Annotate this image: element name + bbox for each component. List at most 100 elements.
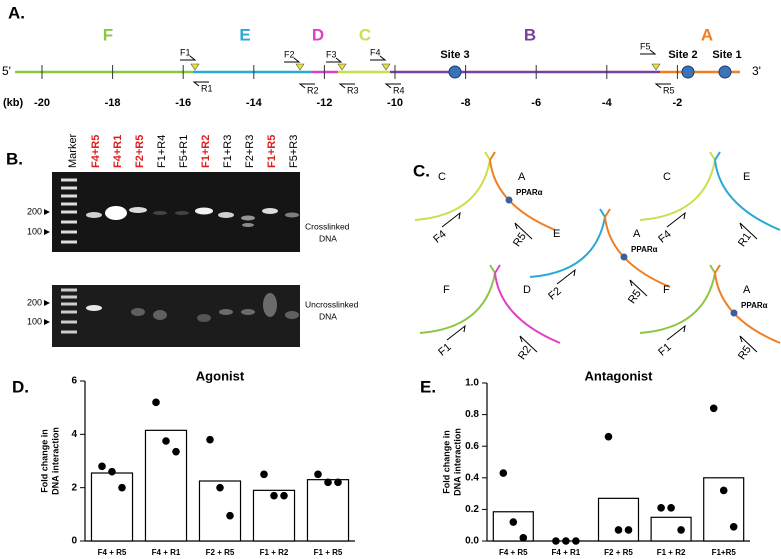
size-label: 100 [27,316,42,326]
size-arrow [44,300,50,306]
scale-label: -16 [175,97,191,109]
data-point [552,537,560,545]
region-label: A [743,284,751,296]
site-label: Site 2 [668,49,697,61]
data-point [499,469,508,477]
data-point [667,504,675,512]
ladder-band [61,288,77,292]
cut-triangle [651,63,661,71]
binding-site [681,65,695,79]
region-label: F [663,284,670,296]
cut-triangle [381,63,391,71]
data-point [677,526,685,534]
gel-label: Crosslinked [305,221,350,231]
primer-arrow [666,211,686,228]
gel-band [195,207,213,215]
data-point [108,467,116,476]
primer-arrow [519,335,538,353]
primer-label: R3 [347,85,359,95]
data-point [314,470,322,479]
gel-band [131,308,145,316]
y-tick-label: 4 [71,429,77,440]
panel-label: E. [420,377,436,396]
data-point [719,486,728,495]
region-label: D [523,284,531,296]
binding-site [505,196,513,204]
panel-label: C. [413,161,430,180]
data-point [280,491,288,500]
lane-label: F1+R5 [266,135,278,168]
gel-band [262,208,278,214]
y-tick-label: 1.0 [465,378,479,389]
primer-arrow [739,335,758,353]
site-label: PPARα [516,188,543,197]
size-label: 200 [27,206,42,216]
primer-arrow [654,83,671,89]
scale-label: -4 [602,97,613,109]
dna-fork [604,208,611,218]
size-arrow [44,319,50,325]
region-label: F [443,284,450,296]
binding-site [448,65,462,79]
data-point [562,537,570,545]
primer-arrow [629,279,648,297]
lane-label: F1+R3 [222,135,234,168]
bar [597,497,640,542]
lane-label: F4+R5 [90,135,102,168]
dna-fork [494,264,501,274]
ladder-band [61,320,77,324]
gel-band [241,309,255,315]
size-label: 100 [27,226,42,236]
region-label: C [438,171,446,183]
gel-label: DNA [319,233,337,243]
primer-label: F3 [326,49,337,59]
y-tick-label: 0.8 [465,409,479,420]
gel-band [86,305,102,311]
y-tick-label: 0.2 [465,504,479,515]
y-axis-label: DNA interaction [452,428,462,496]
data-point [206,435,214,444]
ladder-band [61,194,77,198]
size-arrow [44,209,50,215]
binding-site [620,253,628,261]
scale-label: -20 [34,97,50,109]
binding-site [730,309,738,317]
dna-arm [714,159,781,231]
scale-label: -8 [461,97,471,109]
y-tick-label: 0.0 [465,536,479,547]
panel-label: B. [6,149,23,168]
region-label: C [663,171,671,183]
scale-label: -2 [673,97,683,109]
gel [52,285,300,347]
region-label: E [553,228,560,240]
data-point [98,462,106,471]
dna-arm [414,159,491,221]
y-tick-label: 0.6 [465,441,479,452]
primer-label: F2 [546,285,564,302]
y-axis-label: Fold change in [39,429,49,493]
ladder-band [61,178,77,182]
gel-band [153,310,167,320]
cut-triangle [337,63,347,71]
primer-label: F4 [656,228,674,245]
dna-fork [714,151,721,161]
gel-band [285,311,299,319]
dna-arm [639,272,716,334]
gel-band [86,212,102,218]
scale-label: -10 [387,97,403,109]
ladder-band [61,202,77,206]
y-tick-label: 2 [71,482,77,493]
panel-label: A. [8,3,25,22]
bar [492,511,534,542]
three-prime: 3' [752,64,761,78]
lane-label: Marker [67,133,79,168]
x-tick-label: F1 + R5 [314,548,343,557]
gel-band [219,309,233,315]
ladder-band [61,310,77,314]
primer-label: R1 [201,83,213,93]
ladder-band [61,186,77,190]
primer-arrow [739,222,758,240]
y-tick-label: 0.4 [465,472,479,483]
dna-arm [494,272,561,344]
